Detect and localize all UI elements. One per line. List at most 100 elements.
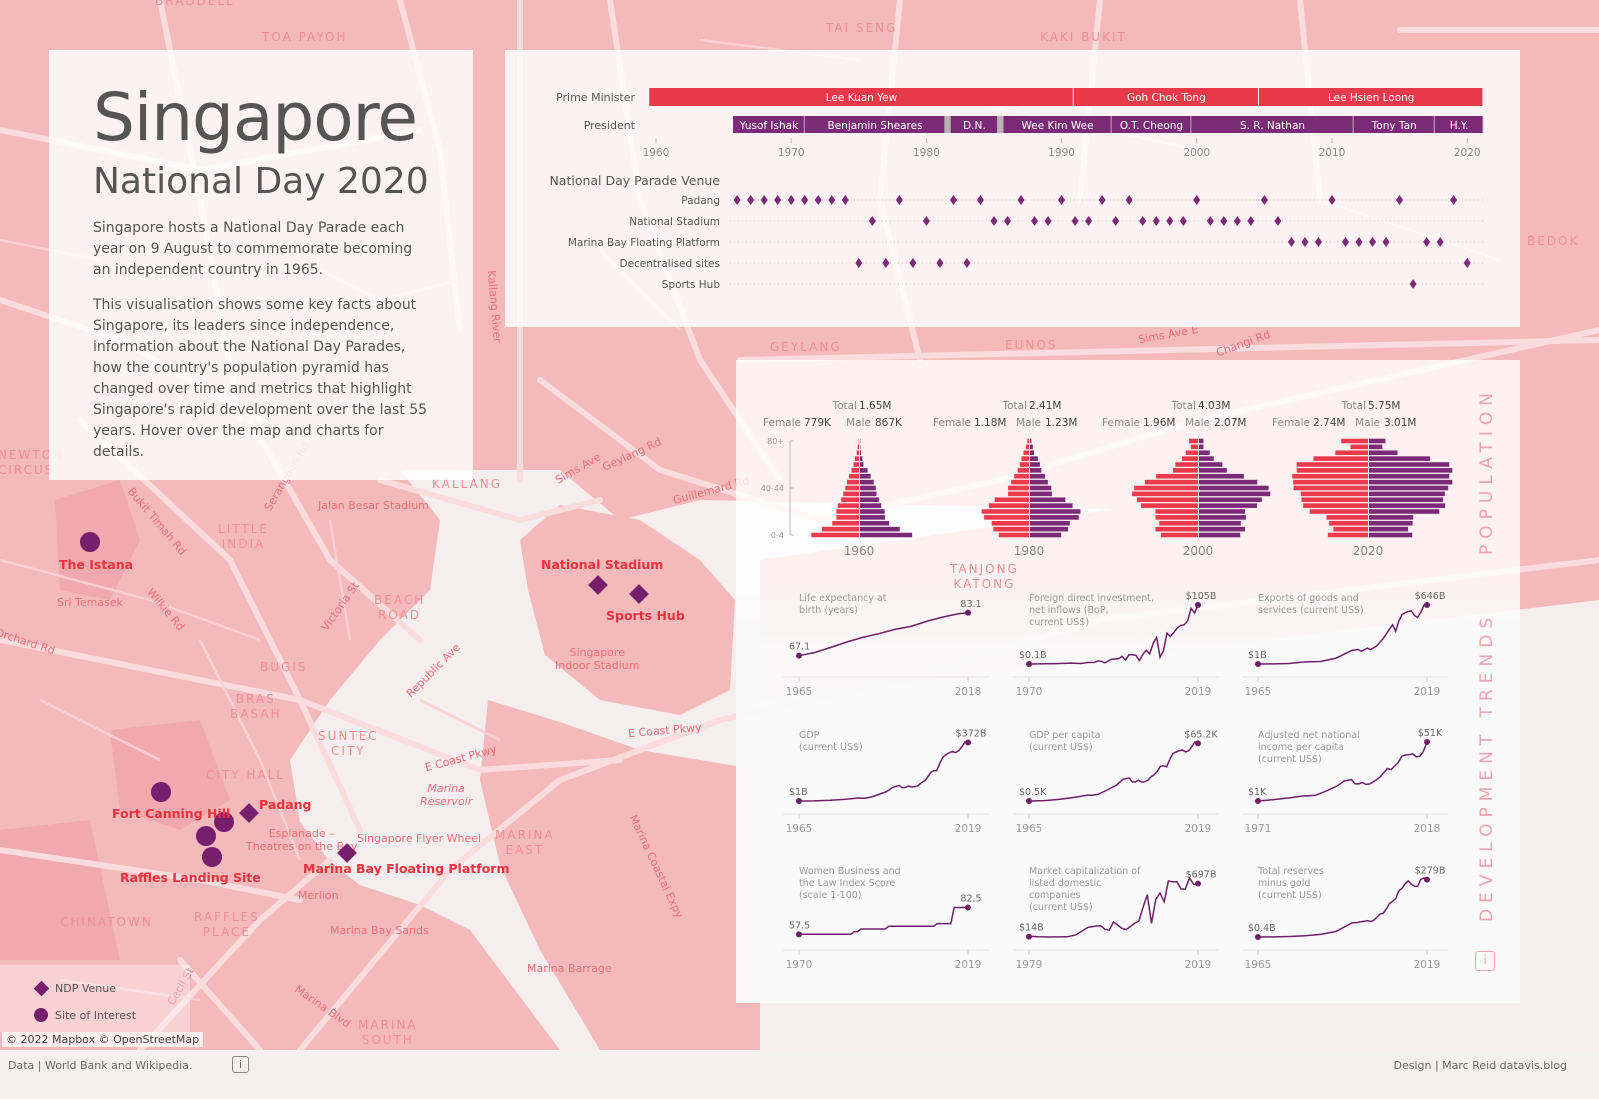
female-bar[interactable] [1159, 520, 1198, 526]
map-highlight-label[interactable]: Fort Canning Hill [112, 806, 231, 821]
female-bar[interactable] [991, 520, 1029, 526]
female-bar[interactable] [837, 503, 859, 508]
male-bar[interactable] [1369, 532, 1413, 538]
female-bar[interactable] [1181, 456, 1198, 461]
female-bar[interactable] [1011, 479, 1029, 485]
male-bar[interactable] [1030, 520, 1070, 526]
female-bar[interactable] [856, 450, 859, 456]
female-bar[interactable] [1296, 462, 1368, 467]
map-highlight-label[interactable]: Padang [259, 797, 312, 812]
venue-diamond[interactable] [1220, 216, 1228, 226]
venue-diamond[interactable] [1260, 195, 1268, 205]
venue-diamond[interactable] [1031, 216, 1039, 226]
male-bar[interactable] [860, 526, 900, 532]
map-highlight-label[interactable]: Sports Hub [606, 608, 685, 623]
female-bar[interactable] [1333, 526, 1368, 532]
trend-chart[interactable]: Market capitalization of listed domestic… [1009, 858, 1239, 988]
male-bar[interactable] [1369, 438, 1386, 444]
female-bar[interactable] [1144, 479, 1198, 485]
female-bar[interactable] [1008, 485, 1029, 491]
ndp-venue-marker[interactable] [239, 803, 259, 823]
female-bar[interactable] [845, 485, 859, 491]
female-bar[interactable] [1155, 515, 1198, 520]
male-bar[interactable] [1199, 438, 1204, 444]
female-bar[interactable] [1350, 444, 1368, 450]
male-bar[interactable] [1030, 468, 1042, 473]
female-bar[interactable] [1190, 444, 1198, 450]
trend-chart[interactable]: Women Business and the Law Index Score (… [779, 858, 1009, 988]
venue-diamond[interactable] [1058, 195, 1066, 205]
male-bar[interactable] [1199, 468, 1227, 473]
female-bar[interactable] [1300, 491, 1368, 497]
venue-diamond[interactable] [1152, 216, 1160, 226]
male-bar[interactable] [1199, 509, 1245, 514]
male-bar[interactable] [1030, 450, 1035, 456]
male-bar[interactable] [1369, 491, 1445, 497]
pm-bar[interactable] [649, 88, 1073, 106]
male-bar[interactable] [1369, 497, 1444, 503]
map-attribution[interactable]: © 2022 Mapbox © OpenStreetMap [2, 1032, 204, 1047]
male-bar[interactable] [1199, 520, 1241, 526]
female-bar[interactable] [1313, 456, 1368, 461]
female-bar[interactable] [1155, 509, 1198, 514]
venue-diamond[interactable] [1274, 216, 1282, 226]
male-bar[interactable] [860, 532, 913, 538]
male-bar[interactable] [1030, 444, 1033, 450]
venue-diamond[interactable] [1355, 237, 1363, 247]
female-bar[interactable] [1023, 450, 1029, 456]
venue-diamond[interactable] [990, 216, 998, 226]
venue-diamond[interactable] [1125, 195, 1133, 205]
venue-diamond[interactable] [1287, 237, 1295, 247]
venue-diamond[interactable] [1396, 195, 1404, 205]
male-bar[interactable] [1030, 479, 1048, 485]
info-icon[interactable]: i [232, 1056, 249, 1073]
male-bar[interactable] [1369, 485, 1449, 491]
map-highlight-label[interactable]: The Istana [59, 557, 134, 572]
venue-diamond[interactable] [1328, 195, 1336, 205]
venue-diamond[interactable] [747, 195, 755, 205]
female-bar[interactable] [811, 532, 859, 538]
male-bar[interactable] [1369, 444, 1383, 450]
venue-diamond[interactable] [1301, 237, 1309, 247]
female-bar[interactable] [1296, 468, 1368, 473]
venue-diamond[interactable] [1450, 195, 1458, 205]
male-bar[interactable] [1030, 509, 1081, 514]
male-bar[interactable] [860, 491, 877, 497]
president-bar[interactable] [1434, 116, 1483, 133]
president-bar[interactable] [733, 116, 804, 133]
male-bar[interactable] [1199, 444, 1204, 450]
venue-diamond[interactable] [936, 258, 944, 268]
info-icon[interactable]: i [1475, 951, 1495, 971]
male-bar[interactable] [1199, 497, 1262, 503]
female-bar[interactable] [1156, 473, 1198, 479]
trend-chart[interactable]: Exports of goods and services (current U… [1238, 585, 1468, 715]
male-bar[interactable] [1199, 462, 1223, 467]
venue-diamond[interactable] [1423, 237, 1431, 247]
venue-diamond[interactable] [801, 195, 809, 205]
president-bar[interactable] [1111, 116, 1191, 133]
design-credit[interactable]: Design | Marc Reid datavis.blog [1393, 1059, 1567, 1072]
male-bar[interactable] [1199, 526, 1245, 532]
venue-diamond[interactable] [882, 258, 890, 268]
male-bar[interactable] [1199, 532, 1241, 538]
female-bar[interactable] [851, 468, 859, 473]
female-bar[interactable] [1175, 462, 1198, 467]
trend-chart[interactable]: Life expectancy at birth (years) 67.1 83.1… [779, 585, 1009, 715]
male-bar[interactable] [1030, 497, 1066, 503]
male-bar[interactable] [1369, 479, 1453, 485]
female-bar[interactable] [836, 515, 859, 520]
male-bar[interactable] [860, 456, 863, 461]
female-bar[interactable] [1327, 532, 1368, 538]
male-bar[interactable] [1199, 491, 1271, 497]
site-of-interest-marker[interactable] [202, 847, 222, 867]
male-bar[interactable] [1369, 456, 1431, 461]
female-bar[interactable] [993, 526, 1029, 532]
venue-diamond[interactable] [760, 195, 768, 205]
female-bar[interactable] [1136, 497, 1198, 503]
venue-diamond[interactable] [1369, 237, 1377, 247]
female-bar[interactable] [1021, 456, 1029, 461]
female-bar[interactable] [857, 444, 859, 450]
venue-diamond[interactable] [895, 195, 903, 205]
male-bar[interactable] [1199, 515, 1246, 520]
female-bar[interactable] [854, 456, 859, 461]
